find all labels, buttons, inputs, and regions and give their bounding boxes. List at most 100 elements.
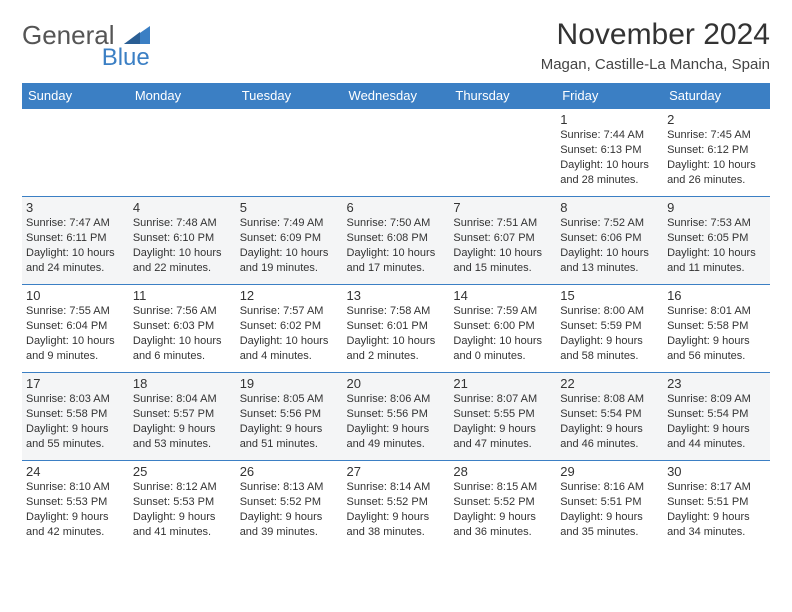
sunset-line: Sunset: 5:57 PM — [133, 407, 232, 422]
day-header: Tuesday — [236, 83, 343, 109]
sunset-line: Sunset: 5:58 PM — [667, 319, 766, 334]
day-number: 22 — [560, 376, 659, 391]
calendar-cell — [129, 109, 236, 197]
daylight-line-2: and 11 minutes. — [667, 261, 766, 276]
calendar-cell: 14Sunrise: 7:59 AMSunset: 6:00 PMDayligh… — [449, 285, 556, 373]
sunrise-line: Sunrise: 7:48 AM — [133, 216, 232, 231]
calendar-cell: 3Sunrise: 7:47 AMSunset: 6:11 PMDaylight… — [22, 197, 129, 285]
sunset-line: Sunset: 6:10 PM — [133, 231, 232, 246]
sunrise-line: Sunrise: 7:55 AM — [26, 304, 125, 319]
sunrise-line: Sunrise: 8:16 AM — [560, 480, 659, 495]
calendar-cell: 1Sunrise: 7:44 AMSunset: 6:13 PMDaylight… — [556, 109, 663, 197]
calendar-cell: 19Sunrise: 8:05 AMSunset: 5:56 PMDayligh… — [236, 373, 343, 461]
sunset-line: Sunset: 6:05 PM — [667, 231, 766, 246]
daylight-line-2: and 26 minutes. — [667, 173, 766, 188]
sunrise-line: Sunrise: 8:01 AM — [667, 304, 766, 319]
daylight-line-2: and 58 minutes. — [560, 349, 659, 364]
day-info: Sunrise: 8:06 AMSunset: 5:56 PMDaylight:… — [347, 392, 446, 451]
daylight-line-2: and 42 minutes. — [26, 525, 125, 540]
day-number: 20 — [347, 376, 446, 391]
calendar-cell: 25Sunrise: 8:12 AMSunset: 5:53 PMDayligh… — [129, 461, 236, 549]
day-info: Sunrise: 8:00 AMSunset: 5:59 PMDaylight:… — [560, 304, 659, 363]
sunset-line: Sunset: 5:56 PM — [240, 407, 339, 422]
sunrise-line: Sunrise: 8:09 AM — [667, 392, 766, 407]
sunset-line: Sunset: 6:08 PM — [347, 231, 446, 246]
sunset-line: Sunset: 6:00 PM — [453, 319, 552, 334]
day-number: 5 — [240, 200, 339, 215]
calendar-cell: 20Sunrise: 8:06 AMSunset: 5:56 PMDayligh… — [343, 373, 450, 461]
sunset-line: Sunset: 5:52 PM — [347, 495, 446, 510]
day-info: Sunrise: 8:03 AMSunset: 5:58 PMDaylight:… — [26, 392, 125, 451]
calendar-cell: 7Sunrise: 7:51 AMSunset: 6:07 PMDaylight… — [449, 197, 556, 285]
sunrise-line: Sunrise: 7:47 AM — [26, 216, 125, 231]
daylight-line-1: Daylight: 9 hours — [26, 422, 125, 437]
day-number: 26 — [240, 464, 339, 479]
daylight-line-1: Daylight: 10 hours — [560, 246, 659, 261]
day-number: 6 — [347, 200, 446, 215]
sunset-line: Sunset: 6:03 PM — [133, 319, 232, 334]
sunset-line: Sunset: 6:11 PM — [26, 231, 125, 246]
sunset-line: Sunset: 5:54 PM — [667, 407, 766, 422]
daylight-line-1: Daylight: 10 hours — [347, 246, 446, 261]
calendar-body: 1Sunrise: 7:44 AMSunset: 6:13 PMDaylight… — [22, 109, 770, 549]
calendar-week-row: 24Sunrise: 8:10 AMSunset: 5:53 PMDayligh… — [22, 461, 770, 549]
calendar-cell: 13Sunrise: 7:58 AMSunset: 6:01 PMDayligh… — [343, 285, 450, 373]
sunrise-line: Sunrise: 8:13 AM — [240, 480, 339, 495]
day-info: Sunrise: 7:51 AMSunset: 6:07 PMDaylight:… — [453, 216, 552, 275]
day-info: Sunrise: 7:55 AMSunset: 6:04 PMDaylight:… — [26, 304, 125, 363]
day-info: Sunrise: 7:44 AMSunset: 6:13 PMDaylight:… — [560, 128, 659, 187]
day-number: 3 — [26, 200, 125, 215]
sunrise-line: Sunrise: 8:03 AM — [26, 392, 125, 407]
page-title: November 2024 — [541, 18, 770, 52]
day-number: 13 — [347, 288, 446, 303]
daylight-line-1: Daylight: 10 hours — [667, 158, 766, 173]
day-info: Sunrise: 7:50 AMSunset: 6:08 PMDaylight:… — [347, 216, 446, 275]
calendar-week-row: 3Sunrise: 7:47 AMSunset: 6:11 PMDaylight… — [22, 197, 770, 285]
day-number: 10 — [26, 288, 125, 303]
daylight-line-1: Daylight: 10 hours — [26, 246, 125, 261]
day-number: 8 — [560, 200, 659, 215]
calendar-cell: 23Sunrise: 8:09 AMSunset: 5:54 PMDayligh… — [663, 373, 770, 461]
daylight-line-1: Daylight: 9 hours — [667, 334, 766, 349]
calendar-week-row: 1Sunrise: 7:44 AMSunset: 6:13 PMDaylight… — [22, 109, 770, 197]
day-info: Sunrise: 7:48 AMSunset: 6:10 PMDaylight:… — [133, 216, 232, 275]
calendar-table: Sunday Monday Tuesday Wednesday Thursday… — [22, 83, 770, 549]
sunrise-line: Sunrise: 8:12 AM — [133, 480, 232, 495]
day-info: Sunrise: 7:57 AMSunset: 6:02 PMDaylight:… — [240, 304, 339, 363]
calendar-cell: 24Sunrise: 8:10 AMSunset: 5:53 PMDayligh… — [22, 461, 129, 549]
day-info: Sunrise: 7:58 AMSunset: 6:01 PMDaylight:… — [347, 304, 446, 363]
daylight-line-2: and 39 minutes. — [240, 525, 339, 540]
calendar-week-row: 10Sunrise: 7:55 AMSunset: 6:04 PMDayligh… — [22, 285, 770, 373]
daylight-line-2: and 56 minutes. — [667, 349, 766, 364]
daylight-line-2: and 15 minutes. — [453, 261, 552, 276]
calendar-cell: 29Sunrise: 8:16 AMSunset: 5:51 PMDayligh… — [556, 461, 663, 549]
daylight-line-1: Daylight: 9 hours — [133, 510, 232, 525]
day-number: 21 — [453, 376, 552, 391]
daylight-line-1: Daylight: 10 hours — [453, 246, 552, 261]
sunrise-line: Sunrise: 7:50 AM — [347, 216, 446, 231]
sunset-line: Sunset: 6:13 PM — [560, 143, 659, 158]
daylight-line-1: Daylight: 9 hours — [453, 422, 552, 437]
day-number: 14 — [453, 288, 552, 303]
daylight-line-2: and 34 minutes. — [667, 525, 766, 540]
day-number: 16 — [667, 288, 766, 303]
sunset-line: Sunset: 5:58 PM — [26, 407, 125, 422]
daylight-line-1: Daylight: 10 hours — [26, 334, 125, 349]
calendar-cell: 21Sunrise: 8:07 AMSunset: 5:55 PMDayligh… — [449, 373, 556, 461]
day-info: Sunrise: 8:17 AMSunset: 5:51 PMDaylight:… — [667, 480, 766, 539]
calendar-cell: 5Sunrise: 7:49 AMSunset: 6:09 PMDaylight… — [236, 197, 343, 285]
day-info: Sunrise: 8:07 AMSunset: 5:55 PMDaylight:… — [453, 392, 552, 451]
title-block: November 2024 Magan, Castille-La Mancha,… — [541, 18, 770, 73]
calendar-cell: 12Sunrise: 7:57 AMSunset: 6:02 PMDayligh… — [236, 285, 343, 373]
day-number: 1 — [560, 112, 659, 127]
day-number: 17 — [26, 376, 125, 391]
sunset-line: Sunset: 6:04 PM — [26, 319, 125, 334]
daylight-line-1: Daylight: 9 hours — [667, 422, 766, 437]
sunset-line: Sunset: 5:51 PM — [667, 495, 766, 510]
calendar-cell: 30Sunrise: 8:17 AMSunset: 5:51 PMDayligh… — [663, 461, 770, 549]
daylight-line-1: Daylight: 9 hours — [560, 422, 659, 437]
day-number: 11 — [133, 288, 232, 303]
calendar-header-row: Sunday Monday Tuesday Wednesday Thursday… — [22, 83, 770, 109]
day-header: Friday — [556, 83, 663, 109]
daylight-line-2: and 35 minutes. — [560, 525, 659, 540]
